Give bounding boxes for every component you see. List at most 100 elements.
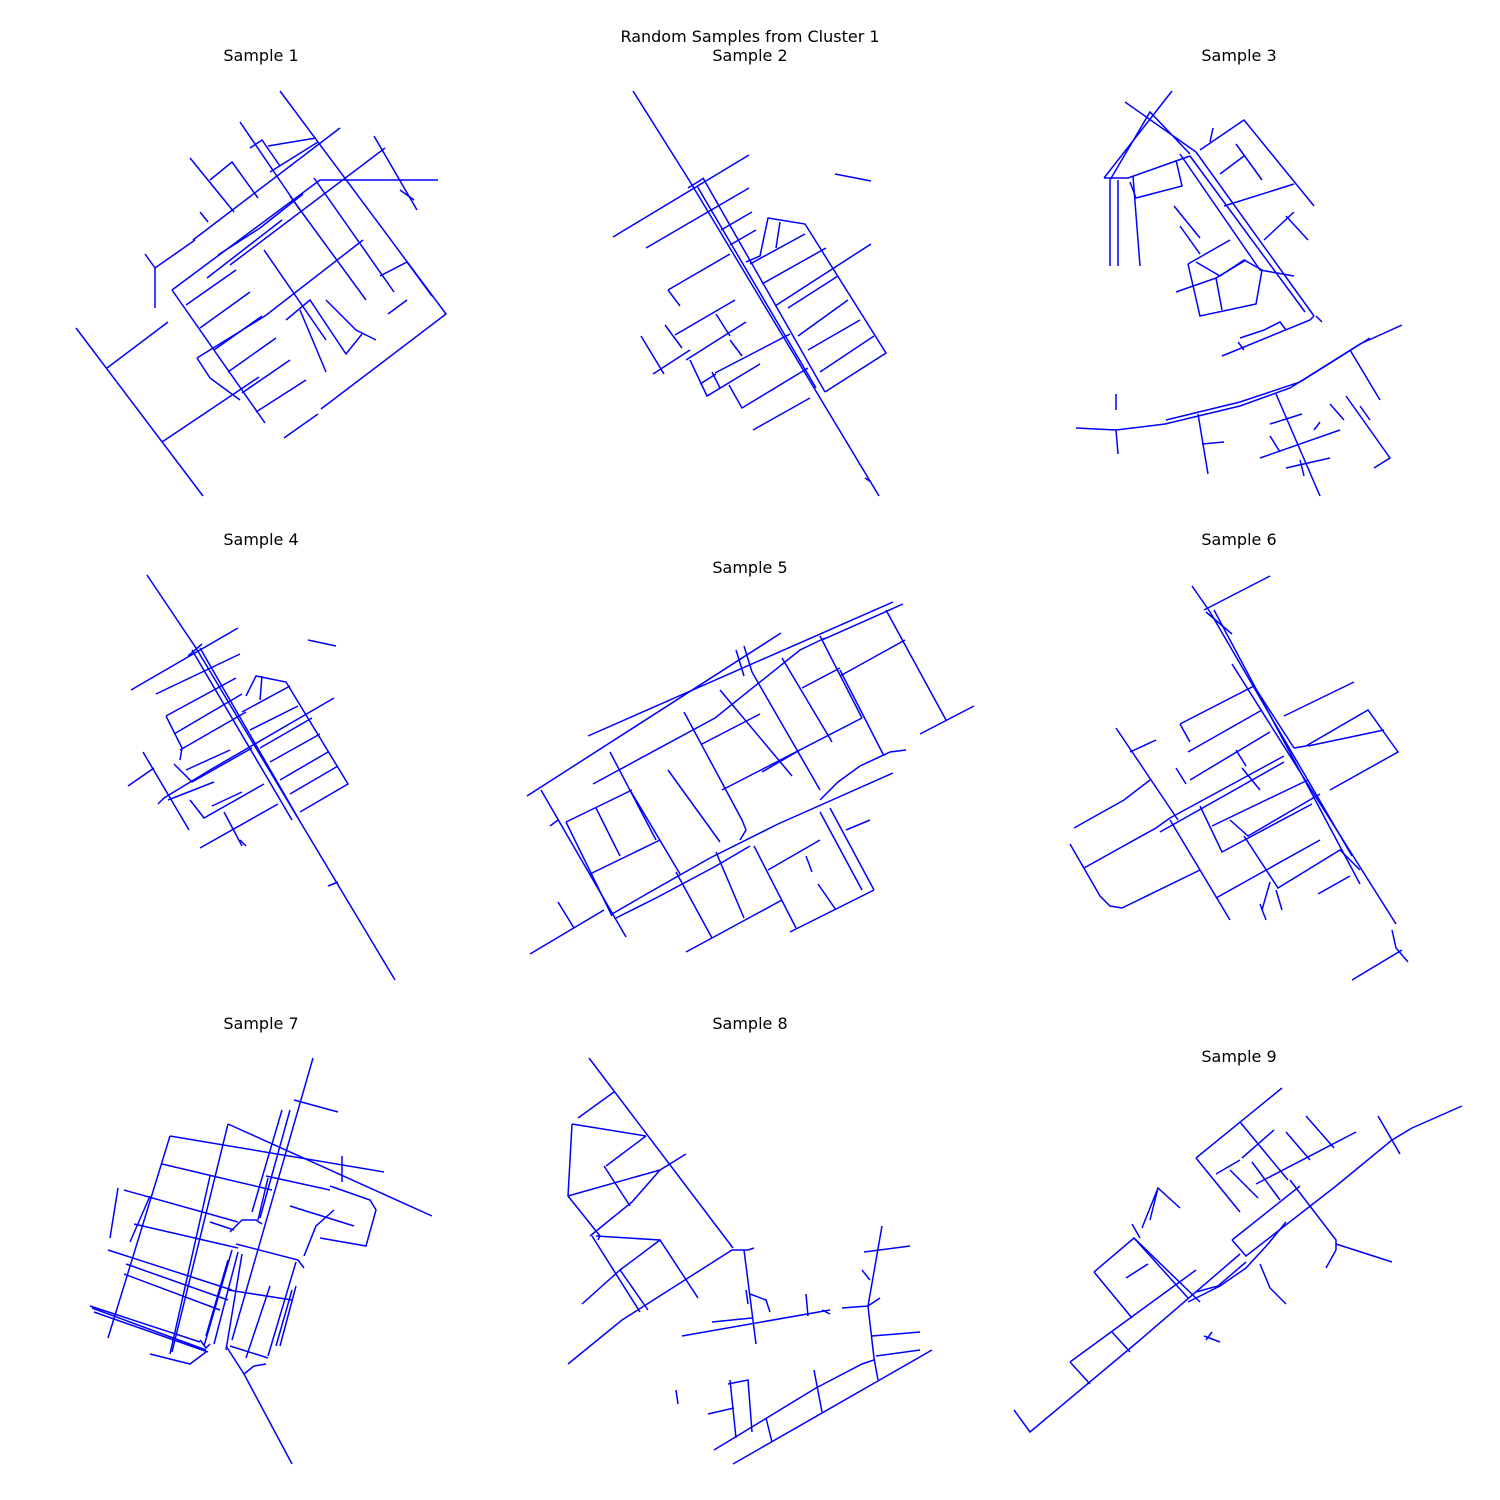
- road-segment: [1189, 155, 1306, 313]
- road-segment: [289, 1205, 355, 1227]
- road-segment: [203, 1249, 233, 1347]
- road-segment: [1069, 1269, 1197, 1363]
- road-segment: [1213, 609, 1361, 885]
- road-segment: [1293, 709, 1400, 791]
- road-segment: [199, 1339, 211, 1350]
- road-segment: [289, 195, 367, 301]
- road-segment: [185, 269, 237, 306]
- road-segment: [217, 193, 304, 256]
- road-segment: [1305, 1115, 1335, 1149]
- road-segment: [109, 1187, 119, 1239]
- road-segment: [789, 889, 875, 933]
- road-segment: [1263, 211, 1295, 241]
- figure-title: Random Samples from Cluster 1: [620, 27, 880, 46]
- road-segment: [732, 1349, 933, 1465]
- road-segment: [1251, 1161, 1281, 1201]
- road-segment: [1237, 341, 1245, 351]
- road-segment: [1205, 1331, 1213, 1341]
- road-segment: [775, 221, 781, 249]
- road-segment: [1231, 663, 1397, 925]
- road-segment: [675, 1389, 679, 1405]
- road-segment: [1235, 143, 1263, 181]
- road-segment: [196, 357, 241, 401]
- road-segment: [227, 1289, 293, 1301]
- road-segment: [595, 1235, 661, 1241]
- road-segment: [805, 1293, 809, 1317]
- road-segment: [1159, 761, 1285, 833]
- road-segment: [864, 477, 872, 483]
- road-segment: [1187, 1221, 1287, 1303]
- road-segment: [685, 937, 713, 953]
- road-segment: [821, 1309, 831, 1315]
- road-segment: [696, 185, 817, 389]
- road-segment: [130, 627, 239, 691]
- road-segment: [674, 299, 736, 336]
- road-segment: [1215, 1159, 1241, 1175]
- road-segment: [1111, 1331, 1131, 1353]
- road-segment: [199, 647, 299, 819]
- road-segment: [387, 299, 408, 315]
- road-segment: [571, 1123, 647, 1137]
- road-segment: [1241, 1129, 1275, 1159]
- road-segment: [667, 253, 731, 291]
- road-network-sample-9: [1013, 1087, 1463, 1434]
- road-segment: [745, 1289, 749, 1305]
- road-segment: [1187, 709, 1263, 753]
- road-segment: [123, 1189, 239, 1223]
- road-segment: [619, 1269, 649, 1311]
- road-network-sample-6: [1069, 575, 1409, 981]
- road-segment: [615, 845, 751, 919]
- road-segment: [729, 339, 743, 357]
- road-segment: [829, 807, 875, 891]
- road-segment: [187, 643, 203, 657]
- road-segment: [664, 324, 683, 349]
- road-segment: [841, 1297, 881, 1309]
- road-segment: [1283, 681, 1355, 717]
- road-segment: [165, 715, 183, 749]
- road-segment: [1115, 429, 1119, 455]
- road-segment: [1259, 429, 1341, 459]
- road-segment: [871, 1331, 921, 1337]
- road-segment: [1229, 1169, 1259, 1199]
- road-segment: [1132, 175, 1141, 267]
- road-segment: [245, 1285, 271, 1359]
- road-segment: [603, 1165, 631, 1207]
- road-segment: [1203, 575, 1271, 611]
- road-segment: [155, 653, 241, 695]
- road-segment: [279, 751, 329, 781]
- road-segment: [1013, 1253, 1241, 1434]
- road-segment: [313, 177, 395, 293]
- road-segment: [257, 1177, 269, 1221]
- road-segment: [689, 359, 761, 398]
- road-segment: [1221, 315, 1315, 357]
- road-segment: [1195, 1261, 1247, 1293]
- road-segment: [681, 1309, 831, 1337]
- road-segment: [229, 1345, 269, 1359]
- road-segment: [577, 1091, 615, 1119]
- road-segment: [612, 154, 750, 238]
- road-segment: [767, 839, 821, 871]
- road-segment: [157, 697, 335, 805]
- road-segment: [761, 749, 801, 773]
- road-segment: [127, 767, 155, 787]
- road-segment: [715, 851, 745, 919]
- road-segment: [565, 821, 613, 917]
- road-segment: [640, 335, 665, 375]
- road-segment: [711, 371, 721, 389]
- road-segment: [1149, 1187, 1159, 1221]
- road-segment: [1115, 727, 1179, 821]
- road-segment: [819, 335, 875, 373]
- road-segment: [685, 321, 747, 361]
- road-segment: [1201, 441, 1225, 445]
- road-segment: [707, 1407, 735, 1415]
- road-segment: [863, 1245, 911, 1253]
- road-segment: [279, 1285, 297, 1347]
- road-segment: [173, 747, 253, 783]
- road-segment: [1195, 1157, 1241, 1213]
- road-segment: [1133, 1237, 1189, 1299]
- road-segment: [173, 693, 243, 735]
- road-segment: [687, 177, 705, 189]
- road-segment: [581, 1238, 699, 1305]
- road-segment: [229, 147, 386, 266]
- road-segment: [307, 639, 337, 647]
